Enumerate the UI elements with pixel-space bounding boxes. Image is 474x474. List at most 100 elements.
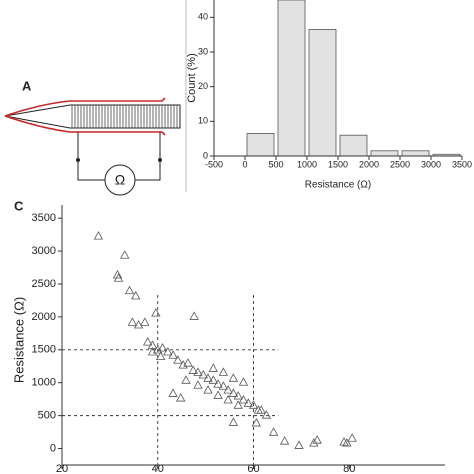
data-point (189, 311, 199, 320)
data-point (218, 367, 229, 376)
y-tick-label: 0 (50, 442, 56, 454)
x-tick-label: 60 (247, 463, 259, 474)
pipette-diagram: A Ω (4, 0, 187, 196)
x-tick-label: -500 (205, 159, 223, 169)
data-point (155, 351, 166, 360)
ohm-symbol: Ω (115, 172, 125, 188)
x-tick-label: 1000 (297, 159, 317, 169)
y-tick-label: 40 (198, 12, 208, 22)
data-point (238, 395, 249, 404)
data-point (228, 388, 239, 397)
data-point (213, 390, 223, 399)
x-tick-label: 1500 (328, 159, 348, 169)
data-point (228, 417, 239, 426)
data-point (248, 400, 259, 409)
data-point (256, 405, 266, 414)
data-point (151, 308, 161, 317)
data-point (342, 438, 352, 447)
data-point (279, 436, 290, 445)
panel-label: C (14, 198, 24, 213)
data-point (251, 418, 262, 427)
data-point (168, 350, 178, 359)
data-point (228, 373, 239, 382)
x-tick-label: 0 (242, 159, 247, 169)
data-point (193, 380, 203, 389)
data-point (294, 440, 304, 449)
x-axis-label: Resistance (Ω) (305, 180, 371, 191)
data-point (233, 391, 243, 400)
data-point (218, 381, 229, 390)
ohmmeter (104, 164, 136, 196)
pipette-hatch (71, 105, 178, 128)
data-point (127, 317, 138, 326)
data-point (173, 355, 183, 364)
data-point (163, 346, 173, 356)
data-point (268, 427, 279, 436)
data-point (93, 231, 104, 240)
data-point (168, 388, 178, 397)
y-axis-label: Resistance (Ω) (11, 297, 26, 383)
data-point (312, 435, 322, 444)
data-point (253, 405, 263, 414)
data-point (131, 291, 141, 300)
y-tick-label: 1500 (32, 344, 56, 356)
data-point (147, 346, 158, 356)
pipette-body (4, 104, 181, 129)
data-point (243, 398, 253, 407)
bar (339, 134, 368, 157)
data-point (176, 393, 186, 402)
data-point (309, 438, 319, 447)
data-point (203, 373, 213, 382)
data-point (157, 343, 168, 352)
x-tick-label: 500 (268, 159, 283, 169)
electrode-bottom (4, 115, 166, 136)
data-point (198, 369, 208, 379)
y-tick-label: 500 (38, 410, 56, 422)
data-point (223, 395, 233, 404)
bar (401, 150, 430, 157)
x-tick-label: 2500 (390, 159, 410, 169)
data-point (133, 319, 144, 329)
data-point (193, 367, 203, 376)
y-tick-label: 2500 (32, 278, 56, 290)
y-tick-label: 2000 (32, 311, 56, 323)
data-point (143, 337, 153, 346)
x-tick-label: 40 (152, 463, 164, 474)
data-point (223, 385, 233, 394)
panel-label: A (22, 78, 32, 93)
x-tick-label: 2000 (359, 159, 379, 169)
data-point (181, 375, 191, 384)
data-point (238, 377, 249, 386)
data-point (140, 317, 150, 326)
bar (308, 29, 337, 157)
bar (277, 0, 306, 157)
data-point (188, 365, 198, 374)
data-point (208, 363, 218, 372)
bar (246, 133, 275, 157)
data-point (339, 437, 349, 446)
electrode-top (4, 97, 166, 117)
data-point (213, 379, 223, 388)
x-tick-label: 3500 (452, 159, 472, 169)
y-axis-label: Count (%) (186, 53, 198, 103)
x-tick-label: 80 (343, 463, 355, 474)
data-point (183, 358, 193, 367)
bar (370, 150, 399, 157)
circuit-wire (77, 132, 161, 181)
data-point (112, 269, 123, 279)
y-tick-label: 30 (198, 46, 208, 56)
data-point (208, 375, 218, 384)
data-point (120, 250, 130, 259)
data-point (113, 273, 124, 282)
y-tick-label: 1000 (32, 377, 56, 389)
data-point (203, 385, 213, 394)
data-point (233, 400, 243, 409)
data-point (124, 285, 135, 295)
y-tick-label: 3500 (32, 212, 56, 224)
x-tick-label: 20 (56, 463, 68, 474)
y-tick-label: 3000 (32, 245, 56, 257)
data-point (347, 433, 357, 442)
y-tick-label: 0 (203, 150, 208, 160)
